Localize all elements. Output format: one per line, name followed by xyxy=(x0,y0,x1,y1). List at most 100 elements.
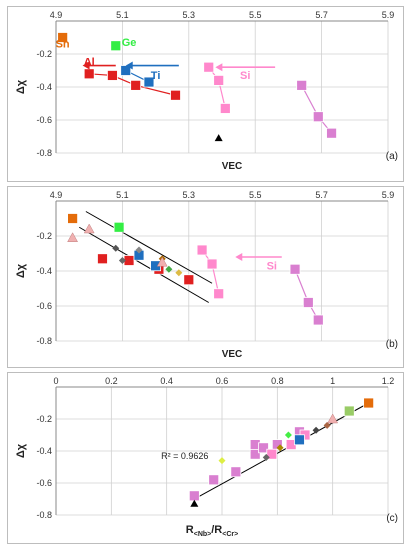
data-point xyxy=(110,40,122,52)
small-marker xyxy=(312,426,320,434)
data-point xyxy=(271,439,283,450)
series-line xyxy=(89,73,176,96)
y-axis-label: Δχ xyxy=(15,443,27,458)
x-tick-label: 5.9 xyxy=(382,10,395,20)
data-point xyxy=(294,434,305,446)
data-point xyxy=(312,111,324,123)
x-tick-label: 0.2 xyxy=(105,376,118,386)
data-point xyxy=(289,263,301,275)
small-marker xyxy=(276,444,284,452)
series-label: Sn xyxy=(56,38,70,50)
x-tick-label: 0.8 xyxy=(271,376,284,386)
small-marker xyxy=(118,257,126,264)
y-tick-label: -0.4 xyxy=(36,446,52,456)
x-tick-label: 0.6 xyxy=(216,376,229,386)
x-axis-label: VEC xyxy=(222,161,243,172)
x-tick-label: 1 xyxy=(330,376,335,386)
data-point xyxy=(83,68,95,80)
x-tick-label: 0 xyxy=(53,376,58,386)
x-axis-label: VEC xyxy=(222,349,243,360)
y-tick-label: -0.2 xyxy=(36,414,52,424)
x-tick-label: 4.9 xyxy=(50,190,63,200)
data-point xyxy=(213,288,225,300)
data-point xyxy=(183,274,195,286)
y-tick-label: -0.8 xyxy=(36,336,52,346)
series-label: Si xyxy=(240,70,250,82)
panel-label: (c) xyxy=(386,513,398,524)
x-tick-label: 5.5 xyxy=(249,10,262,20)
small-triangle xyxy=(67,232,79,242)
data-point xyxy=(107,70,118,81)
x-tick-label: 5.3 xyxy=(183,190,196,200)
series-line xyxy=(208,66,226,109)
series-label: Ti xyxy=(151,70,161,82)
arrow-head xyxy=(235,253,243,261)
r-squared-label: R² = 0.9626 xyxy=(161,451,208,461)
series-line xyxy=(201,249,220,294)
chart-panel-b: 4.9 5.1 5.3 5.5 5.7 5.9 -0.2 -0.4 -0.6 -0.8 Δχ VEC (… xyxy=(7,186,404,368)
x-tick-label: 0.4 xyxy=(160,376,173,386)
y-tick-label: -0.4 xyxy=(36,266,52,276)
y-axis-label: Δχ xyxy=(15,263,27,278)
x-tick-label: 5.1 xyxy=(116,10,129,20)
chart-panel-c: 0 0.2 0.4 0.6 0.8 1 1.2 -0.2 -0.4 -0.6 -0.8 Δχ R<Nb>… xyxy=(7,372,404,544)
data-point xyxy=(363,397,375,409)
chart-b-svg: 4.9 5.1 5.3 5.5 5.7 5.9 -0.2 -0.4 -0.6 -0.8 Δχ VEC (… xyxy=(15,190,398,360)
y-tick-label: -0.4 xyxy=(36,82,52,92)
x-tick-label: 5.5 xyxy=(249,190,262,200)
triangle-marker xyxy=(190,499,199,507)
data-point xyxy=(258,442,269,454)
y-tick-label: -0.2 xyxy=(36,231,52,241)
small-triangle xyxy=(83,223,95,234)
x-tick-label: 5.7 xyxy=(315,10,328,20)
data-point xyxy=(196,244,208,256)
arrow-head xyxy=(82,61,90,70)
series-label: Ge xyxy=(122,37,137,49)
data-point xyxy=(188,490,200,502)
data-point xyxy=(170,89,181,101)
data-point xyxy=(208,474,220,486)
data-point xyxy=(213,75,225,86)
data-point xyxy=(219,103,231,114)
series-label: Si xyxy=(267,260,277,272)
small-marker xyxy=(135,246,143,254)
x-tick-label: 5.9 xyxy=(382,190,395,200)
small-marker xyxy=(175,269,183,277)
small-marker xyxy=(284,431,292,439)
small-marker xyxy=(323,421,331,429)
chart-a-svg: 4.9 5.1 5.3 5.5 5.7 5.9 -0.2 -0.4 -0.6 -0.8 Δχ VEC (… xyxy=(15,10,398,172)
trendline xyxy=(191,402,369,502)
data-point xyxy=(67,213,78,224)
panel-label: (a) xyxy=(386,151,398,162)
data-point xyxy=(266,448,278,460)
regression-band-line xyxy=(85,211,213,284)
arrow-head xyxy=(125,61,133,70)
data-point xyxy=(57,32,69,43)
x-tick-label: 5.3 xyxy=(183,10,196,20)
data-point xyxy=(143,76,155,88)
series-label: Al xyxy=(84,57,95,69)
data-point xyxy=(206,258,218,270)
panel-label: (b) xyxy=(386,339,398,350)
data-point xyxy=(120,65,132,76)
data-point xyxy=(230,466,242,478)
x-tick-label: 5.1 xyxy=(116,190,129,200)
x-tick-label: 1.2 xyxy=(382,376,395,386)
data-point xyxy=(97,253,108,265)
series-line xyxy=(301,85,333,134)
data-point xyxy=(312,314,324,326)
y-axis-label: Δχ xyxy=(15,79,27,94)
triangle-marker xyxy=(214,134,223,142)
small-marker xyxy=(262,453,270,461)
data-point xyxy=(203,61,215,73)
y-tick-label: -0.6 xyxy=(36,478,52,488)
y-tick-label: -0.6 xyxy=(36,115,52,125)
regression-band-line xyxy=(78,226,209,303)
y-tick-label: -0.8 xyxy=(36,510,52,520)
small-triangle xyxy=(156,256,168,267)
chart-c-svg: 0 0.2 0.4 0.6 0.8 1 1.2 -0.2 -0.4 -0.6 -0.8 Δχ R<Nb>… xyxy=(15,376,398,538)
y-tick-label: -0.2 xyxy=(36,49,52,59)
data-point xyxy=(130,79,142,91)
y-tick-label: -0.8 xyxy=(36,148,52,158)
series-line xyxy=(294,269,319,321)
